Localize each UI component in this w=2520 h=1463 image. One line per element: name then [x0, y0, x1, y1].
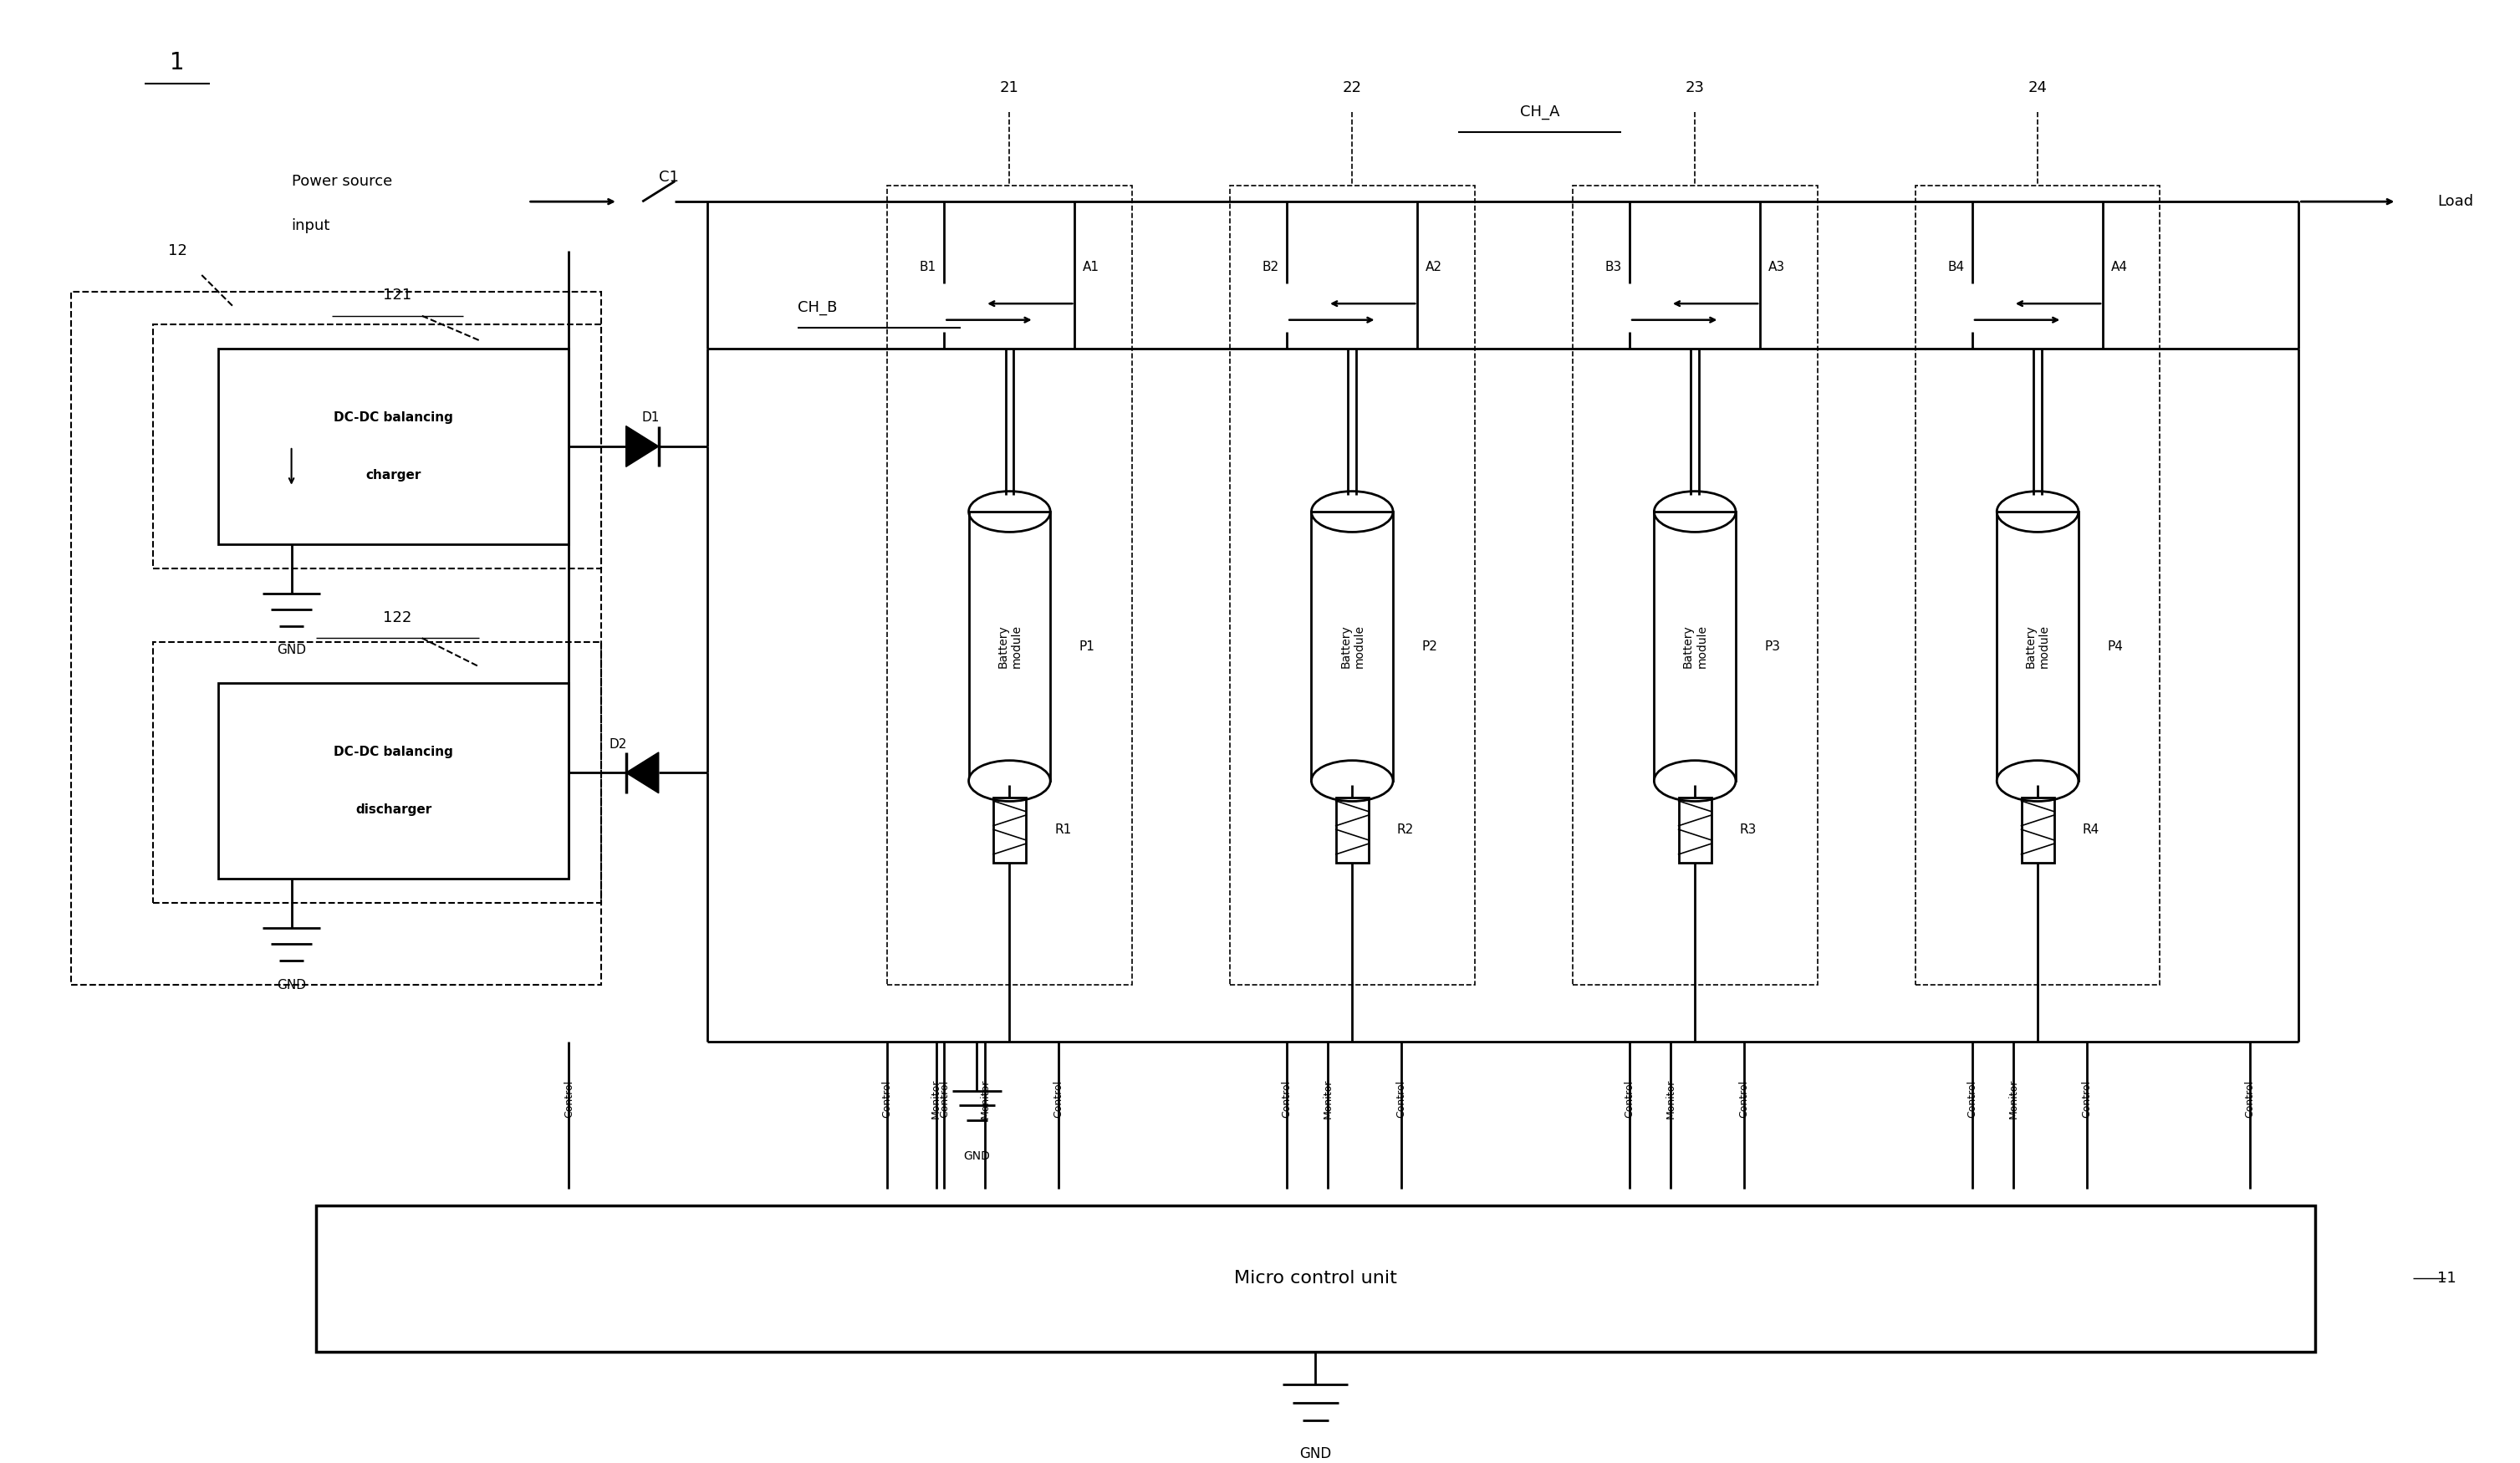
- Text: input: input: [292, 218, 330, 234]
- Text: Monitor: Monitor: [2008, 1080, 2019, 1119]
- Bar: [1915, 186, 2160, 985]
- Text: C1: C1: [658, 170, 678, 184]
- Text: Control: Control: [1968, 1080, 1978, 1118]
- Bar: [1678, 797, 1711, 863]
- Bar: [1653, 512, 1736, 781]
- Text: GND: GND: [277, 644, 305, 657]
- Text: DC-DC balancing: DC-DC balancing: [333, 746, 454, 759]
- Text: Control: Control: [2082, 1080, 2092, 1118]
- Polygon shape: [625, 752, 658, 793]
- Ellipse shape: [1310, 761, 1394, 802]
- Text: R3: R3: [1739, 824, 1756, 835]
- Text: GND: GND: [1300, 1447, 1331, 1462]
- Text: Battery
module: Battery module: [2026, 625, 2051, 669]
- Text: D1: D1: [643, 411, 660, 424]
- Bar: [2021, 797, 2054, 863]
- Text: Monitor: Monitor: [980, 1080, 990, 1119]
- Bar: [887, 186, 1131, 985]
- Bar: [1310, 512, 1394, 781]
- Bar: [315, 1206, 2316, 1352]
- Ellipse shape: [1996, 761, 2079, 802]
- Text: Control: Control: [2245, 1080, 2255, 1118]
- Text: B4: B4: [1948, 260, 1966, 274]
- Text: Control: Control: [882, 1080, 892, 1118]
- Text: Monitor: Monitor: [1666, 1080, 1676, 1119]
- Text: Micro control unit: Micro control unit: [1235, 1270, 1396, 1287]
- Bar: [71, 291, 602, 985]
- Text: 122: 122: [383, 610, 411, 625]
- Text: Load: Load: [2437, 195, 2475, 209]
- Text: CH_B: CH_B: [796, 300, 837, 315]
- Bar: [993, 797, 1026, 863]
- Text: Monitor: Monitor: [930, 1080, 942, 1119]
- Text: 11: 11: [2437, 1271, 2457, 1286]
- Text: Monitor: Monitor: [1323, 1080, 1333, 1119]
- Bar: [219, 348, 570, 544]
- Text: P4: P4: [2107, 639, 2122, 652]
- Text: GND: GND: [277, 979, 305, 990]
- Text: 12: 12: [169, 243, 186, 257]
- Text: R1: R1: [1053, 824, 1071, 835]
- Bar: [1572, 186, 1817, 985]
- Text: P1: P1: [1079, 639, 1094, 652]
- Text: D2: D2: [610, 737, 627, 751]
- Text: R4: R4: [2082, 824, 2099, 835]
- Bar: [1230, 186, 1474, 985]
- Polygon shape: [625, 426, 658, 467]
- Text: discharger: discharger: [355, 803, 431, 816]
- Text: A1: A1: [1084, 260, 1099, 274]
- Bar: [1996, 512, 2079, 781]
- Ellipse shape: [968, 761, 1051, 802]
- Text: B1: B1: [920, 260, 937, 274]
- Text: Battery
module: Battery module: [1341, 625, 1366, 669]
- Bar: [219, 683, 570, 879]
- Text: R2: R2: [1396, 824, 1414, 835]
- Text: Control: Control: [1739, 1080, 1749, 1118]
- Text: Control: Control: [940, 1080, 950, 1118]
- Text: charger: charger: [365, 468, 421, 481]
- Bar: [154, 323, 602, 569]
- Text: B3: B3: [1605, 260, 1623, 274]
- Text: A4: A4: [2112, 260, 2127, 274]
- Text: P3: P3: [1764, 639, 1779, 652]
- Text: B2: B2: [1263, 260, 1280, 274]
- Text: Battery
module: Battery module: [998, 625, 1023, 669]
- Bar: [1336, 797, 1368, 863]
- Bar: [968, 512, 1051, 781]
- Text: Power source: Power source: [292, 174, 393, 189]
- Text: GND: GND: [963, 1150, 990, 1162]
- Bar: [154, 642, 602, 903]
- Text: 23: 23: [1686, 80, 1704, 95]
- Text: DC-DC balancing: DC-DC balancing: [333, 411, 454, 424]
- Text: Control: Control: [1283, 1080, 1293, 1118]
- Text: CH_A: CH_A: [1520, 104, 1560, 120]
- Text: 22: 22: [1343, 80, 1361, 95]
- Text: 1: 1: [169, 51, 184, 75]
- Text: A2: A2: [1426, 260, 1441, 274]
- Text: Control: Control: [1053, 1080, 1063, 1118]
- Text: 121: 121: [383, 288, 411, 303]
- Text: Control: Control: [1625, 1080, 1635, 1118]
- Text: Control: Control: [1396, 1080, 1406, 1118]
- Ellipse shape: [1653, 761, 1736, 802]
- Text: P2: P2: [1421, 639, 1436, 652]
- Text: Battery
module: Battery module: [1683, 625, 1709, 669]
- Text: Control: Control: [564, 1080, 575, 1118]
- Text: 21: 21: [1000, 80, 1018, 95]
- Text: A3: A3: [1769, 260, 1784, 274]
- Text: 24: 24: [2029, 80, 2046, 95]
